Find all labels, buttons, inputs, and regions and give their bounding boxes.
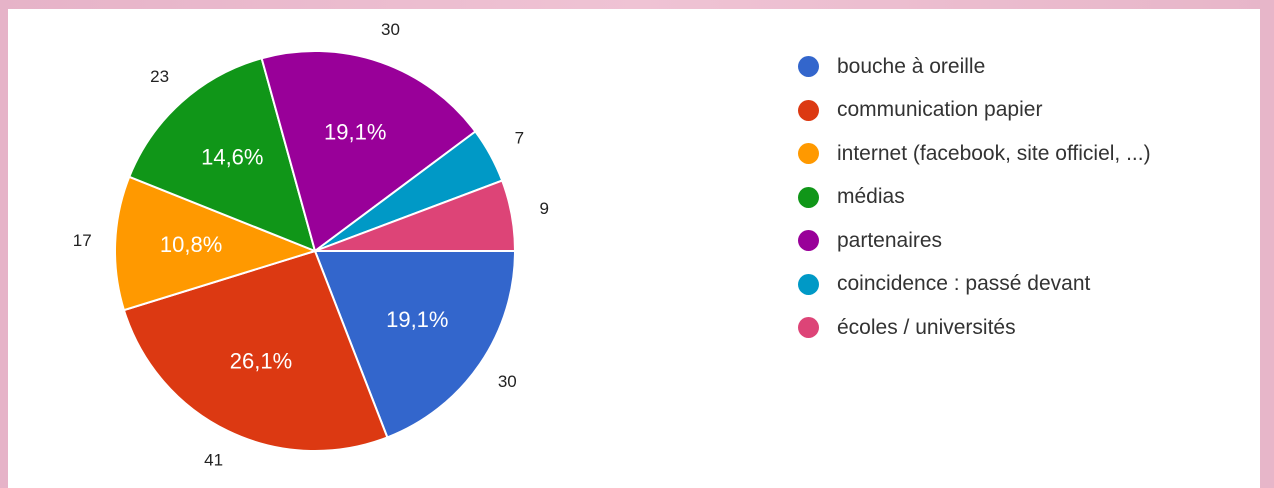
- percent-label: 26,1%: [230, 348, 292, 373]
- legend-swatch-icon: [798, 186, 819, 208]
- percent-label: 10,8%: [160, 232, 222, 257]
- legend-swatch-icon: [798, 56, 819, 78]
- value-labels: 30 41 17 23 30 7 9: [73, 20, 549, 469]
- legend-item-communication-papier[interactable]: communication papier: [798, 89, 1151, 133]
- percent-labels: 19,1% 26,1% 10,8% 14,6% 19,1%: [160, 120, 449, 374]
- pie-chart: 19,1% 26,1% 10,8% 14,6% 19,1% 30 41 17 23 30 7 9: [73, 20, 549, 469]
- value-label: 30: [381, 20, 400, 39]
- legend-swatch-icon: [798, 230, 819, 252]
- chart-panel: 19,1% 26,1% 10,8% 14,6% 19,1% 30 41 17 23 30 7 9 b…: [8, 9, 1260, 488]
- legend-swatch-icon: [798, 273, 819, 295]
- value-label: 23: [150, 67, 169, 86]
- legend-label: internet (facebook, site officiel, ...): [837, 141, 1151, 165]
- pie-slice-medias[interactable]: [127, 57, 317, 253]
- legend-item-bouche-a-oreille[interactable]: bouche à oreille: [798, 45, 1151, 89]
- legend-swatch-icon: [798, 143, 819, 165]
- legend-swatch-icon: [798, 99, 819, 121]
- legend-item-coincidence-passe-devant[interactable]: coincidence : passé devant: [798, 263, 1151, 307]
- value-label: 30: [498, 372, 517, 391]
- legend-item-partenaires[interactable]: partenaires: [798, 219, 1151, 263]
- legend-label: médias: [837, 185, 905, 209]
- legend-item-ecoles-universites[interactable]: écoles / universités: [798, 306, 1151, 350]
- pie-slice-communication-papier[interactable]: [122, 249, 389, 452]
- pie-slice-ecoles-universites[interactable]: [314, 179, 517, 252]
- percent-label: 19,1%: [324, 120, 386, 145]
- legend-label: partenaires: [837, 228, 943, 252]
- value-label: 9: [539, 199, 548, 218]
- pie-slices: [114, 50, 517, 452]
- legend-item-internet-facebook-site-officiel[interactable]: internet (facebook, site officiel, ...): [798, 132, 1151, 176]
- percent-label: 14,6%: [201, 144, 263, 169]
- legend-label: communication papier: [837, 98, 1043, 122]
- legend-label: coincidence : passé devant: [837, 272, 1091, 296]
- legend: bouche à oreille communication papier inte…: [798, 45, 1151, 350]
- value-label: 41: [204, 450, 223, 469]
- pie-slice-bouche-a-oreille[interactable]: [313, 250, 517, 439]
- legend-item-medias[interactable]: médias: [798, 176, 1151, 220]
- value-label: 7: [515, 129, 524, 148]
- legend-label: écoles / universités: [837, 315, 1016, 339]
- pie-slice-internet-facebook-site-officiel[interactable]: [114, 175, 318, 312]
- legend-label: bouche à oreille: [837, 54, 986, 78]
- percent-label: 19,1%: [386, 307, 448, 332]
- legend-swatch-icon: [798, 317, 819, 339]
- pie-slice-partenaires[interactable]: [260, 50, 477, 253]
- value-label: 17: [73, 231, 92, 250]
